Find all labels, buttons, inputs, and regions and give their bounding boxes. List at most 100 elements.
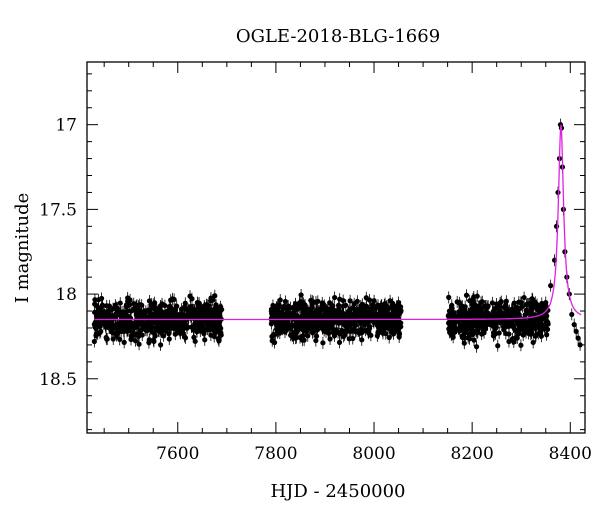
data-point	[534, 304, 540, 311]
data-point	[123, 319, 129, 326]
data-point	[132, 338, 139, 344]
data-point	[522, 312, 528, 318]
data-point	[339, 327, 345, 334]
data-point	[182, 300, 188, 306]
data-point	[329, 321, 335, 328]
tick-labels: 7600 7800 8000 8200 8400 17 17.5 18 18.5	[39, 116, 592, 464]
data-point	[278, 313, 284, 319]
data-point	[128, 308, 134, 314]
data-point	[511, 300, 517, 306]
data-point	[211, 333, 217, 340]
data-point	[386, 334, 392, 341]
data-point	[127, 297, 133, 303]
axis-ticks	[87, 62, 585, 433]
data-point	[379, 328, 386, 334]
data-point	[381, 306, 387, 312]
data-point	[285, 303, 291, 309]
data-point	[394, 311, 400, 317]
data-point	[180, 330, 186, 336]
data-point	[370, 302, 376, 308]
data-point	[191, 326, 197, 332]
data-point	[470, 331, 476, 337]
data-point	[194, 299, 200, 306]
data-point	[93, 302, 99, 308]
data-point	[202, 313, 208, 319]
data-point	[191, 334, 197, 340]
data-point	[471, 337, 477, 343]
data-point	[182, 335, 189, 341]
data-point	[553, 223, 560, 229]
data-point	[511, 339, 517, 345]
data-point	[484, 303, 490, 309]
data-point	[277, 297, 283, 303]
data-point	[110, 323, 116, 329]
data-point	[192, 338, 198, 344]
data-point	[180, 326, 186, 332]
data-point	[362, 305, 368, 312]
data-point	[315, 327, 321, 333]
data-point	[375, 330, 382, 336]
data-point	[92, 297, 98, 303]
data-point	[206, 327, 212, 333]
data-point	[181, 312, 187, 318]
data-point	[302, 322, 308, 328]
data-point	[208, 298, 214, 304]
data-point	[335, 329, 341, 336]
data-point	[276, 302, 282, 308]
data-point	[347, 307, 353, 313]
data-point	[521, 294, 527, 301]
data-point	[305, 333, 311, 339]
data-point	[528, 305, 534, 311]
data-point	[385, 305, 391, 312]
data-point	[345, 323, 352, 329]
data-point	[113, 332, 120, 339]
x-tick-label: 8200	[451, 444, 494, 464]
data-point	[108, 319, 114, 325]
data-point	[384, 325, 390, 331]
data-point	[135, 333, 142, 340]
data-point	[573, 328, 579, 334]
data-point	[123, 303, 130, 309]
chart-title: OGLE-2018-BLG-1669	[236, 26, 440, 47]
data-point	[320, 325, 326, 331]
data-point	[98, 328, 104, 335]
data-point	[157, 303, 164, 309]
data-point	[184, 306, 190, 312]
data-point	[279, 326, 286, 332]
data-point	[454, 313, 461, 319]
data-point	[394, 328, 400, 334]
data-point	[373, 311, 380, 317]
data-point	[491, 332, 497, 338]
data-point	[359, 337, 365, 343]
data-point	[544, 318, 550, 325]
data-point	[517, 305, 523, 311]
data-point	[327, 336, 333, 342]
data-point	[202, 337, 208, 343]
data-point	[213, 302, 219, 308]
data-point	[270, 332, 277, 338]
data-point	[396, 304, 402, 310]
data-point	[336, 339, 343, 345]
data-point	[157, 342, 164, 348]
data-point	[447, 328, 453, 334]
data-point	[91, 338, 97, 345]
x-tick-label: 8400	[549, 444, 592, 464]
data-point	[172, 306, 178, 312]
data-point	[152, 333, 158, 339]
data-point	[150, 337, 157, 343]
data-point	[455, 318, 461, 325]
data-point	[150, 301, 156, 307]
data-point	[277, 322, 283, 328]
data-point	[518, 299, 524, 306]
data-point	[529, 323, 535, 329]
data-point	[361, 313, 368, 320]
data-point	[473, 344, 480, 350]
data-point	[466, 320, 472, 326]
data-point	[513, 310, 519, 316]
data-point	[373, 320, 380, 326]
data-point	[359, 301, 365, 307]
data-point	[526, 301, 533, 307]
data-point	[166, 336, 172, 342]
data-point	[569, 311, 575, 318]
